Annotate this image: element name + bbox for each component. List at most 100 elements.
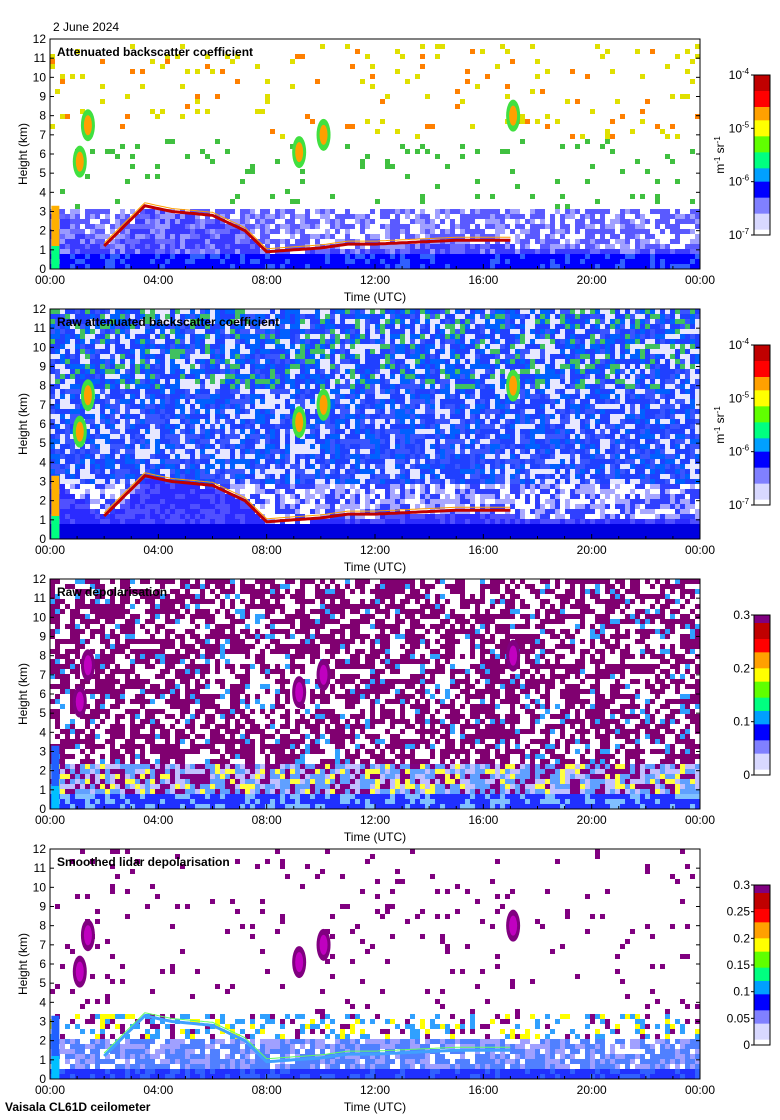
heatmap-cell xyxy=(140,329,145,334)
heatmap-cell xyxy=(200,529,205,534)
heatmap-cell xyxy=(150,209,155,214)
heatmap-cell xyxy=(50,329,55,334)
heatmap-cell xyxy=(180,524,185,529)
heatmap-cell xyxy=(295,449,300,454)
heatmap-cell xyxy=(210,439,215,444)
heatmap-cell xyxy=(650,259,655,264)
heatmap-cell xyxy=(200,359,205,364)
heatmap-cell xyxy=(520,249,525,254)
heatmap-cell xyxy=(95,534,100,539)
heatmap-cell xyxy=(370,349,375,354)
heatmap-cell xyxy=(275,354,280,359)
heatmap-cell xyxy=(220,329,225,334)
heatmap-cell xyxy=(250,369,255,374)
heatmap-cell xyxy=(80,449,85,454)
heatmap-cell xyxy=(175,214,180,219)
heatmap-cell xyxy=(300,229,305,234)
heatmap-cell xyxy=(110,399,115,404)
heatmap-cell xyxy=(55,329,60,334)
heatmap-cell xyxy=(115,399,120,404)
heatmap-cell xyxy=(295,224,300,229)
heatmap-cell xyxy=(370,439,375,444)
heatmap-cell xyxy=(315,419,320,424)
heatmap-cell xyxy=(325,449,330,454)
heatmap-cell xyxy=(75,354,80,359)
heatmap-cell xyxy=(565,244,570,249)
heatmap-cell xyxy=(160,514,165,519)
heatmap-cell xyxy=(515,234,520,239)
heatmap-cell xyxy=(205,464,210,469)
heatmap-cell xyxy=(110,524,115,529)
heatmap-cell xyxy=(390,404,395,409)
heatmap-cell xyxy=(200,414,205,419)
heatmap-cell xyxy=(350,374,355,379)
heatmap-cell xyxy=(320,534,325,539)
heatmap-cell xyxy=(220,334,225,339)
heatmap-cell xyxy=(250,414,255,419)
heatmap-cell xyxy=(610,69,615,74)
heatmap-cell xyxy=(220,464,225,469)
heatmap-cell xyxy=(225,369,230,374)
heatmap-cell xyxy=(365,404,370,409)
heatmap-cell xyxy=(275,334,280,339)
heatmap-cell xyxy=(135,449,140,454)
heatmap-cell xyxy=(315,259,320,264)
heatmap-cell xyxy=(155,444,160,449)
heatmap-cell xyxy=(190,399,195,404)
heatmap-cell xyxy=(225,524,230,529)
heatmap-cell xyxy=(135,354,140,359)
heatmap-cell xyxy=(70,489,75,494)
heatmap-cell xyxy=(55,364,60,369)
heatmap-cell xyxy=(295,439,300,444)
heatmap-cell xyxy=(410,264,415,269)
heatmap-cell xyxy=(115,519,120,524)
heatmap-cell xyxy=(175,489,180,494)
heatmap-cell xyxy=(60,349,65,354)
heatmap-cell xyxy=(205,434,210,439)
heatmap-cell xyxy=(325,434,330,439)
heatmap-cell xyxy=(300,504,305,509)
heatmap-cell xyxy=(290,459,295,464)
heatmap-cell xyxy=(585,254,590,259)
heatmap-cell xyxy=(525,264,530,269)
heatmap-cell xyxy=(245,414,250,419)
heatmap-cell xyxy=(630,224,635,229)
heatmap-cell xyxy=(280,459,285,464)
heatmap-cell xyxy=(255,439,260,444)
heatmap-cell xyxy=(670,214,675,219)
heatmap-cell xyxy=(160,379,165,384)
x-tick-label: 00:00 xyxy=(35,273,65,287)
heatmap-cell xyxy=(320,519,325,524)
heatmap-cell xyxy=(635,239,640,244)
heatmap-cell xyxy=(100,384,105,389)
heatmap-cell xyxy=(140,234,145,239)
heatmap-cell xyxy=(90,354,95,359)
heatmap-cell xyxy=(135,344,140,349)
heatmap-cell xyxy=(215,474,220,479)
heatmap-cell xyxy=(255,359,260,364)
heatmap-cell xyxy=(100,449,105,454)
heatmap-cell xyxy=(485,209,490,214)
heatmap-cell xyxy=(225,319,230,324)
heatmap-cell xyxy=(225,454,230,459)
heatmap-cell xyxy=(155,519,160,524)
heatmap-cell xyxy=(80,454,85,459)
heatmap-cell xyxy=(150,249,155,254)
heatmap-cell xyxy=(120,394,125,399)
heatmap-cell xyxy=(490,194,495,199)
heatmap-cell xyxy=(310,429,315,434)
heatmap-cell xyxy=(450,259,455,264)
heatmap-cell xyxy=(420,224,425,229)
heatmap-cell xyxy=(675,224,680,229)
heatmap-cell xyxy=(495,244,500,249)
heatmap-cell xyxy=(95,244,100,249)
heatmap-cell xyxy=(325,234,330,239)
heatmap-cell xyxy=(685,264,690,269)
heatmap-cell xyxy=(280,134,285,139)
heatmap-cell xyxy=(385,359,390,364)
heatmap-cell xyxy=(565,224,570,229)
y-tick-label: 7 xyxy=(39,128,46,142)
heatmap-cell xyxy=(160,374,165,379)
heatmap-cell xyxy=(410,234,415,239)
heatmap-cell xyxy=(255,244,260,249)
